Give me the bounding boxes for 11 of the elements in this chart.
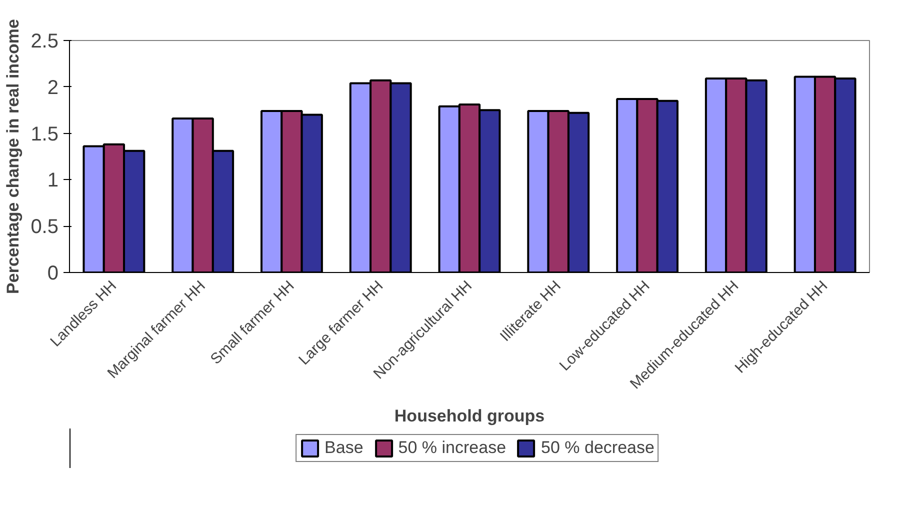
- y-tick-label: 0.5: [30, 216, 59, 238]
- y-tick-label: 2.5: [30, 30, 59, 52]
- y-tick-label: 0: [47, 262, 58, 284]
- legend-label: 50 % increase: [398, 438, 506, 458]
- y-tick-label: 1: [47, 170, 58, 192]
- y-tick-label: 1.5: [30, 123, 59, 146]
- y-tick-label: 2: [47, 76, 58, 99]
- legend-label: Base: [324, 438, 364, 458]
- x-axis-title: Household groups: [394, 406, 545, 426]
- y-axis-title: Percentage change in real income: [4, 19, 23, 294]
- legend-label: 50 % decrease: [541, 438, 654, 458]
